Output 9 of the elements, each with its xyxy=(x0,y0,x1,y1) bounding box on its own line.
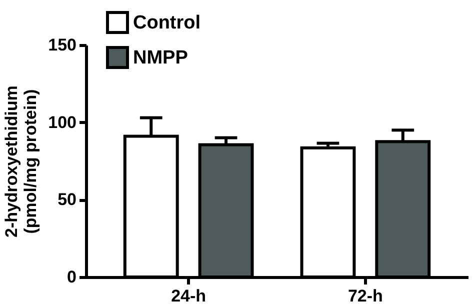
y-tick-label: 0 xyxy=(67,268,76,286)
y-tick-label: 50 xyxy=(58,190,76,210)
x-tick-label: 24-h xyxy=(171,286,206,306)
legend-label: NMPP xyxy=(133,48,188,68)
legend-label: Control xyxy=(133,12,201,34)
y-tick-label: 100 xyxy=(48,112,76,132)
y-axis-title: 2-hydroxyethidium (pmol/mg protein) xyxy=(2,85,40,238)
x-tick-label: 72-h xyxy=(348,286,383,306)
y-tick-label: 150 xyxy=(48,36,76,54)
